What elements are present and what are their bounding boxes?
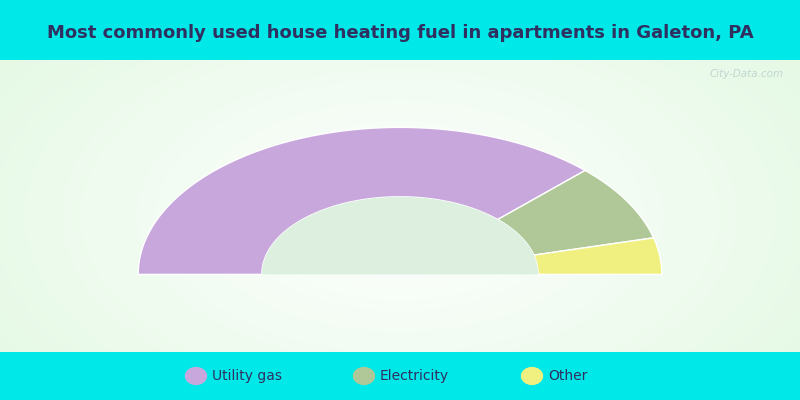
Ellipse shape (353, 367, 375, 385)
Ellipse shape (185, 367, 207, 385)
Polygon shape (498, 170, 654, 255)
Text: City-Data.com: City-Data.com (710, 69, 784, 79)
Polygon shape (262, 197, 538, 274)
Text: Other: Other (548, 369, 587, 383)
Ellipse shape (521, 367, 543, 385)
Polygon shape (534, 238, 662, 274)
Polygon shape (138, 127, 585, 274)
Text: Most commonly used house heating fuel in apartments in Galeton, PA: Most commonly used house heating fuel in… (46, 24, 754, 42)
Text: Electricity: Electricity (380, 369, 449, 383)
Text: Utility gas: Utility gas (212, 369, 282, 383)
